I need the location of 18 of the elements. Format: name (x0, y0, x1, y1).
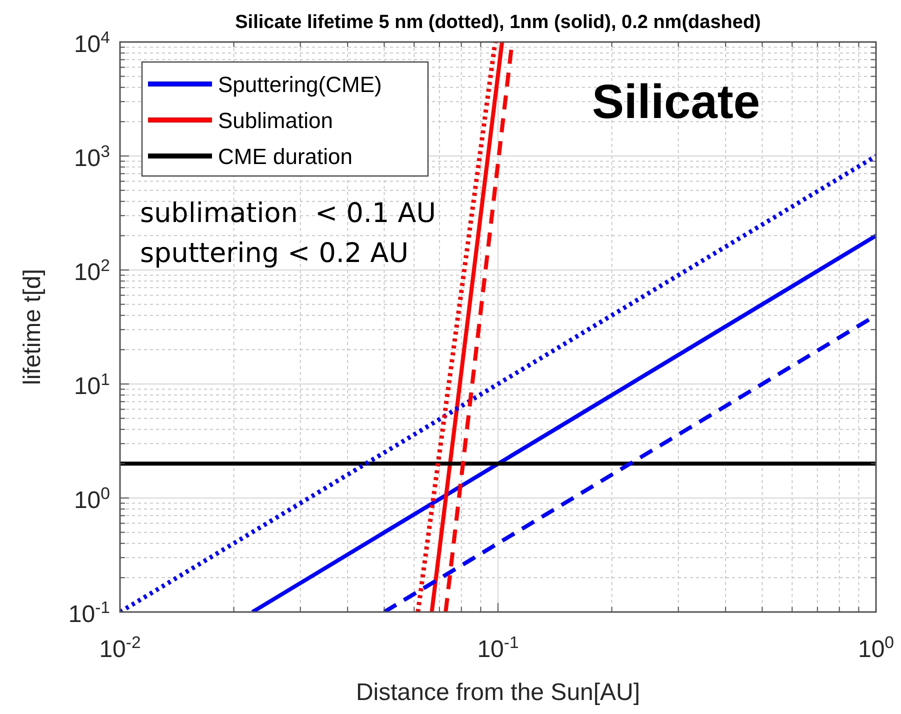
y-tick-label: 10$^{4}$ (74, 28, 110, 58)
y-tick-label: 10$^{-1}$ (68, 598, 110, 628)
annotation: sublimation < 0.1 AU (140, 198, 436, 229)
y-axis-title: lifetime t[d] (19, 268, 46, 386)
chart-title: Silicate lifetime 5 nm (dotted), 1nm (solid), 0.2 nm(dashed) (235, 12, 761, 33)
x-axis-title: Distance from the Sun[AU] (356, 679, 640, 706)
y-tick-label: 10$^{2}$ (74, 256, 110, 286)
annotation: Silicate (592, 76, 760, 129)
x-tick-label: 10$^{-2}$ (99, 632, 141, 663)
legend-label: Sublimation (218, 108, 333, 133)
annotation: sputtering < 0.2 AU (140, 238, 408, 269)
legend-label: CME duration (218, 144, 353, 169)
legend-label: Sputtering(CME) (218, 72, 382, 97)
y-tick-label: 10$^{0}$ (74, 484, 110, 514)
x-tick-label: 10$^{-1}$ (477, 632, 519, 663)
y-tick-label: 10$^{1}$ (74, 370, 110, 400)
y-tick-label: 10$^{3}$ (74, 142, 110, 172)
x-tick-label: 10$^{0}$ (858, 632, 894, 663)
